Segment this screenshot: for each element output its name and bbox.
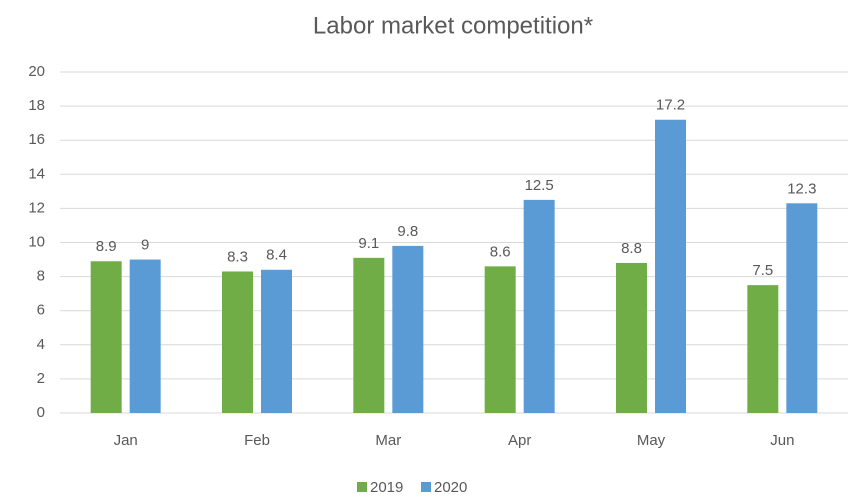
legend-label: 2019: [370, 479, 403, 496]
x-tick-label: May: [637, 432, 666, 449]
y-tick-label: 4: [37, 336, 45, 353]
bar: [523, 199, 555, 413]
legend-swatch: [421, 482, 431, 492]
bar: [484, 266, 516, 413]
bar: [392, 245, 424, 413]
data-label: 12.3: [787, 180, 816, 197]
bar: [90, 261, 122, 413]
x-tick-label: Feb: [244, 432, 270, 449]
x-tick-label: Jan: [114, 432, 138, 449]
data-label: 9: [141, 237, 149, 254]
y-tick-label: 12: [28, 199, 45, 216]
chart-title: Labor market competition*: [313, 12, 593, 39]
y-tick-label: 6: [37, 302, 45, 319]
x-tick-label: Mar: [375, 432, 401, 449]
y-tick-label: 0: [37, 404, 45, 421]
data-label: 8.3: [227, 248, 248, 265]
data-label: 9.1: [358, 235, 379, 252]
y-tick-label: 14: [28, 165, 45, 182]
data-label: 8.8: [621, 240, 642, 257]
legend-swatch: [357, 482, 367, 492]
y-tick-label: 10: [28, 233, 45, 250]
y-tick-label: 2: [37, 370, 45, 387]
data-label: 8.9: [96, 238, 117, 255]
bar: [129, 259, 161, 413]
data-label: 17.2: [656, 97, 685, 114]
legend-label: 2020: [434, 479, 467, 496]
bar: [655, 119, 686, 414]
y-tick-label: 20: [28, 63, 45, 80]
x-tick-label: Apr: [508, 432, 531, 449]
data-label: 8.4: [266, 247, 287, 264]
y-tick-label: 8: [37, 268, 45, 285]
bar: [222, 271, 253, 413]
data-label: 8.6: [490, 243, 511, 260]
bar: [616, 262, 647, 413]
bar: [747, 285, 779, 413]
bar: [786, 203, 818, 413]
y-tick-label: 18: [28, 97, 45, 114]
data-label: 12.5: [525, 177, 554, 194]
y-tick-label: 16: [28, 131, 45, 148]
bar: [353, 257, 385, 413]
data-label: 9.8: [397, 223, 418, 240]
x-tick-label: Jun: [770, 432, 794, 449]
data-label: 7.5: [752, 262, 773, 279]
bar: [261, 269, 292, 413]
